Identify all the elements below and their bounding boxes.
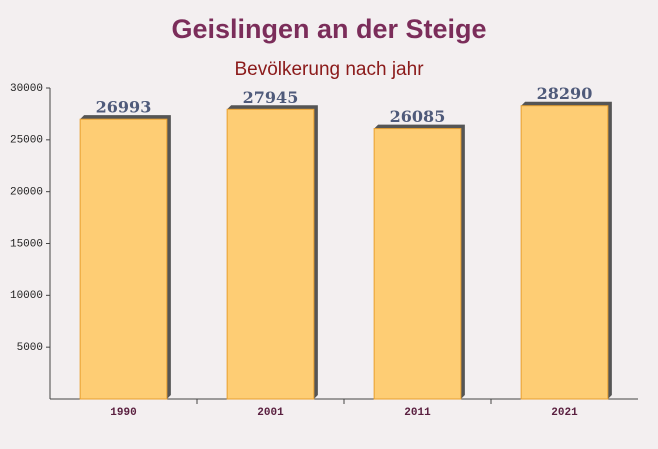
bar <box>79 118 168 400</box>
x-tick-label: 2021 <box>551 407 578 419</box>
y-tick-label: 15000 <box>10 238 43 250</box>
chart-subtitle: Bevölkerung nach jahr <box>234 59 424 80</box>
bar <box>520 105 609 400</box>
x-tick-label: 1990 <box>110 407 136 419</box>
x-tick-label: 2011 <box>404 407 431 419</box>
value-label: 27945 <box>243 88 299 107</box>
y-tick-label: 20000 <box>10 187 43 199</box>
y-tick-label: 30000 <box>10 83 43 95</box>
bar <box>373 128 462 400</box>
x-tick-label: 2001 <box>257 407 284 419</box>
value-label: 26085 <box>390 107 446 126</box>
value-label: 28290 <box>537 84 593 103</box>
y-tick-label: 25000 <box>10 135 43 147</box>
value-label: 26993 <box>96 98 152 117</box>
y-tick-label: 5000 <box>17 342 43 354</box>
chart-title: Geislingen an der Steige <box>171 14 486 44</box>
bar <box>226 108 315 400</box>
y-tick-label: 10000 <box>10 290 43 302</box>
